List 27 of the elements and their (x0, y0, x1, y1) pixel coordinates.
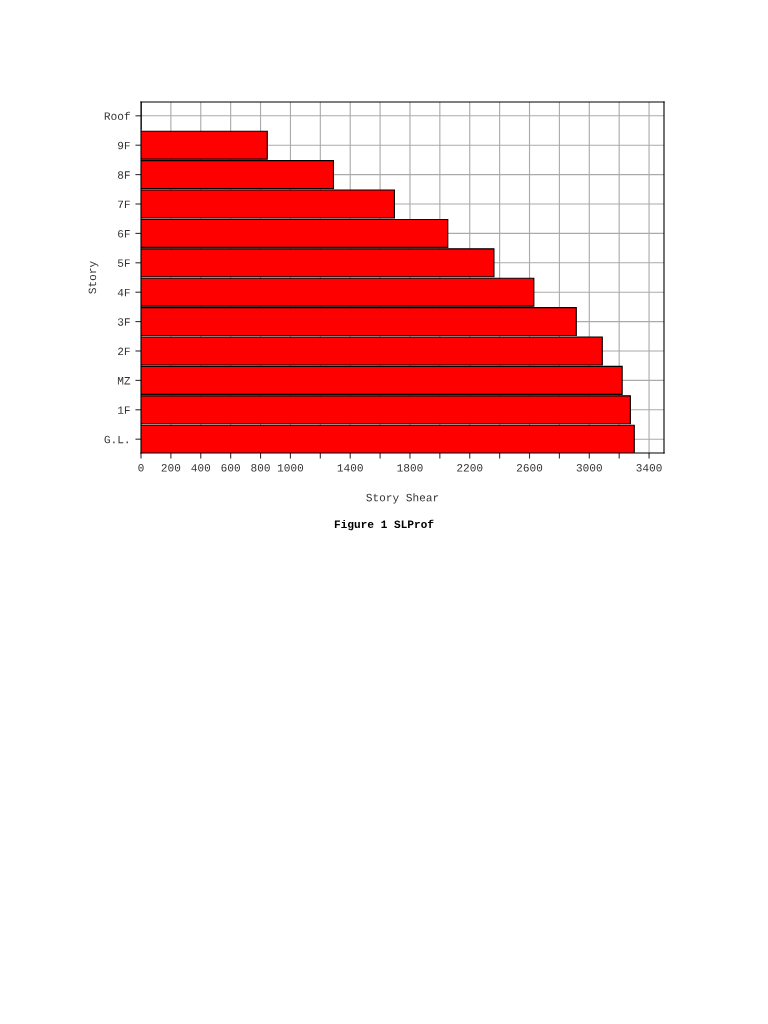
x-tick-label: 400 (191, 464, 211, 472)
y-tick-label: 7F (118, 200, 130, 209)
x-tick-label: 0 (138, 464, 144, 472)
x-tick-label: 2200 (457, 464, 483, 472)
x-tick-label: 2600 (516, 464, 543, 472)
x-tick-label: 3000 (576, 464, 602, 472)
y-tick-label: Roof (104, 111, 130, 120)
y-tick-label: G.L. (104, 435, 128, 444)
y-tick-label: 3F (117, 318, 130, 326)
x-tick-label: 1800 (397, 464, 423, 472)
y-tick-label: 4F (117, 288, 130, 297)
x-tick-label: 800 (251, 464, 270, 472)
x-tick-label: 1000 (277, 464, 304, 472)
x-tick-label: 3400 (636, 464, 662, 472)
y-tick-label: 5F (117, 259, 130, 267)
y-tick-label: 1F (118, 406, 130, 414)
caption: Figure 1 SLProf (334, 519, 434, 531)
y-axis-title: Story (88, 261, 99, 294)
x-tick-label: 600 (221, 464, 240, 472)
x-axis-title: Story Shear (366, 493, 439, 504)
y-tick-label: 8F (117, 171, 130, 179)
y-tick-label: 6F (118, 230, 130, 238)
x-tick-label: 1400 (337, 464, 363, 472)
x-tick-label: 200 (161, 464, 181, 472)
y-tick-label: 9F (118, 141, 130, 150)
y-tick-label: MZ (117, 377, 131, 385)
y-tick-label: 2F (118, 347, 130, 356)
